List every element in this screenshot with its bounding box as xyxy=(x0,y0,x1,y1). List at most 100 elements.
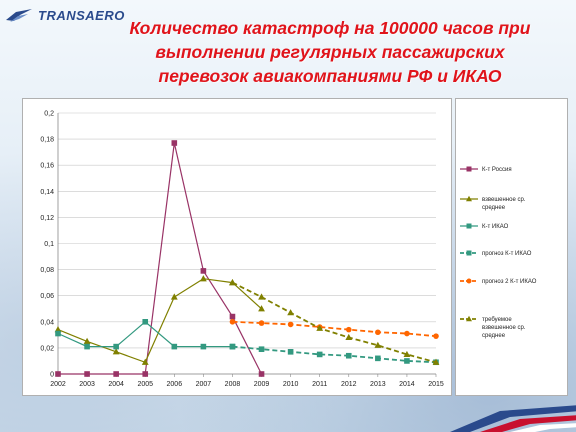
title-line-3: перевозок авиакомпаниями РФ и ИКАО xyxy=(158,66,502,86)
data-point-forecast_icao xyxy=(287,349,294,355)
data-point-icao xyxy=(142,319,149,325)
data-point-russia xyxy=(200,268,207,274)
y-tick-label: 0,14 xyxy=(40,189,54,196)
data-point-required xyxy=(345,333,353,341)
data-point-icao xyxy=(200,343,207,350)
y-tick-label: 0,08 xyxy=(40,267,54,274)
data-point-russia xyxy=(258,371,265,377)
data-point-russia xyxy=(84,371,90,377)
x-tick-label: 2013 xyxy=(370,381,386,388)
series-line-forecast2_icao xyxy=(232,320,437,338)
x-tick-label: 2005 xyxy=(137,381,153,388)
data-point-weighted xyxy=(112,348,120,355)
x-tick-label: 2012 xyxy=(341,381,357,388)
data-point-required xyxy=(316,324,324,331)
series-line-required xyxy=(232,281,437,364)
x-tick-label: 2011 xyxy=(312,381,327,388)
data-point-forecast_icao xyxy=(345,352,352,359)
chart-legend: К-т Россия взвешенное ср. среднее К-т ИКАО п… xyxy=(455,98,568,396)
legend-label-weighted: взвешенное ср. xyxy=(482,197,526,203)
legend-marker-icao xyxy=(466,223,472,229)
logo-text: TRANSAERO xyxy=(38,7,125,23)
legend-marker-forecast_icao xyxy=(466,250,472,256)
y-tick-label: 0,1 xyxy=(44,241,54,248)
data-point-weighted xyxy=(54,326,62,333)
data-point-forecast2_icao xyxy=(404,330,410,337)
legend-label-forecast2_icao: прогноз 2 К-т ИКАО xyxy=(482,279,537,285)
wing-stripes-decoration xyxy=(450,405,576,432)
data-point-required xyxy=(374,341,382,348)
data-point-russia xyxy=(229,313,236,320)
data-point-required xyxy=(432,358,440,365)
data-point-icao xyxy=(55,330,61,337)
legend-marker-forecast2_icao xyxy=(466,278,472,284)
data-point-required xyxy=(403,350,411,358)
legend-label-required: среднее xyxy=(482,333,506,339)
data-point-forecast_icao xyxy=(404,358,410,364)
y-tick-label: 0,18 xyxy=(40,137,54,144)
transaero-logo: TRANSAERO xyxy=(4,4,125,26)
x-tick-label: 2010 xyxy=(283,381,299,388)
data-point-forecast2_icao xyxy=(345,326,352,333)
x-tick-label: 2007 xyxy=(196,381,212,388)
x-tick-label: 2009 xyxy=(254,381,270,388)
legend-svg: К-т Россия взвешенное ср. среднее К-т ИКАО п… xyxy=(460,166,537,339)
data-point-weighted xyxy=(141,358,149,365)
data-point-weighted xyxy=(199,275,207,282)
y-tick-label: 0 xyxy=(50,372,54,379)
data-point-forecast_icao xyxy=(316,351,323,358)
y-tick-label: 0,06 xyxy=(40,293,54,300)
logo-bird-icon xyxy=(6,9,32,22)
data-point-icao xyxy=(113,343,119,350)
x-tick-label: 2002 xyxy=(50,381,66,388)
data-point-required xyxy=(229,279,236,286)
data-point-forecast2_icao xyxy=(375,329,381,336)
x-tick-label: 2014 xyxy=(399,381,415,388)
data-point-forecast2_icao xyxy=(229,319,236,325)
data-point-russia xyxy=(142,371,149,377)
y-tick-label: 0,02 xyxy=(40,345,54,352)
data-point-required xyxy=(287,309,295,316)
data-point-icao xyxy=(171,343,178,350)
y-tick-label: 0,16 xyxy=(40,163,54,170)
legend-label-forecast_icao: прогноз К-т ИКАО xyxy=(482,251,532,257)
x-tick-label: 2003 xyxy=(79,381,95,388)
data-point-weighted xyxy=(83,337,91,344)
title-line-1: Количество катастроф на 100000 часов при xyxy=(129,18,531,38)
legend-label-icao: К-т ИКАО xyxy=(482,224,509,230)
series-line-russia xyxy=(58,142,263,375)
series-line-icao xyxy=(57,321,233,348)
slide-title: Количество катастроф на 100000 часов при… xyxy=(100,16,560,88)
data-point-russia xyxy=(55,371,61,377)
data-point-forecast2_icao xyxy=(287,321,294,328)
data-point-forecast2_icao xyxy=(433,333,439,339)
data-point-required xyxy=(258,293,265,300)
y-tick-label: 0,12 xyxy=(40,215,54,222)
x-tick-label: 2015 xyxy=(428,381,444,388)
data-point-russia xyxy=(171,140,178,146)
legend-label-russia: К-т Россия xyxy=(482,167,512,173)
data-point-forecast2_icao xyxy=(258,320,265,326)
y-tick-label: 0,2 xyxy=(44,111,54,118)
series-line-forecast_icao xyxy=(232,345,437,364)
legend-label-required: требуемое xyxy=(482,317,512,323)
data-point-weighted xyxy=(258,305,265,312)
x-tick-label: 2004 xyxy=(108,381,124,388)
title-line-2: выполнении регулярных пассажирских xyxy=(155,42,505,62)
data-point-russia xyxy=(113,371,119,377)
legend-label-weighted: среднее xyxy=(482,205,506,211)
data-point-forecast_icao xyxy=(258,346,265,353)
legend-marker-russia xyxy=(466,166,472,172)
data-point-forecast_icao xyxy=(375,355,381,362)
data-point-forecast_icao xyxy=(229,343,236,350)
series-line-weighted xyxy=(57,278,262,364)
x-tick-label: 2006 xyxy=(167,381,183,388)
chart-svg: 0 0,02 0,04 0,06 0,08 0,1 0,12 0,14 0,16 0,18 0,2 2… xyxy=(40,111,444,389)
x-tick-label: 2008 xyxy=(225,381,241,388)
y-tick-label: 0,04 xyxy=(40,319,54,326)
legend-marker-required xyxy=(466,315,472,322)
data-point-icao xyxy=(84,343,90,350)
legend-marker-weighted xyxy=(466,195,472,202)
data-point-weighted xyxy=(170,293,178,300)
chart-plot-area: 0 0,02 0,04 0,06 0,08 0,1 0,12 0,14 0,16 0,18 0,2 2… xyxy=(22,98,452,396)
